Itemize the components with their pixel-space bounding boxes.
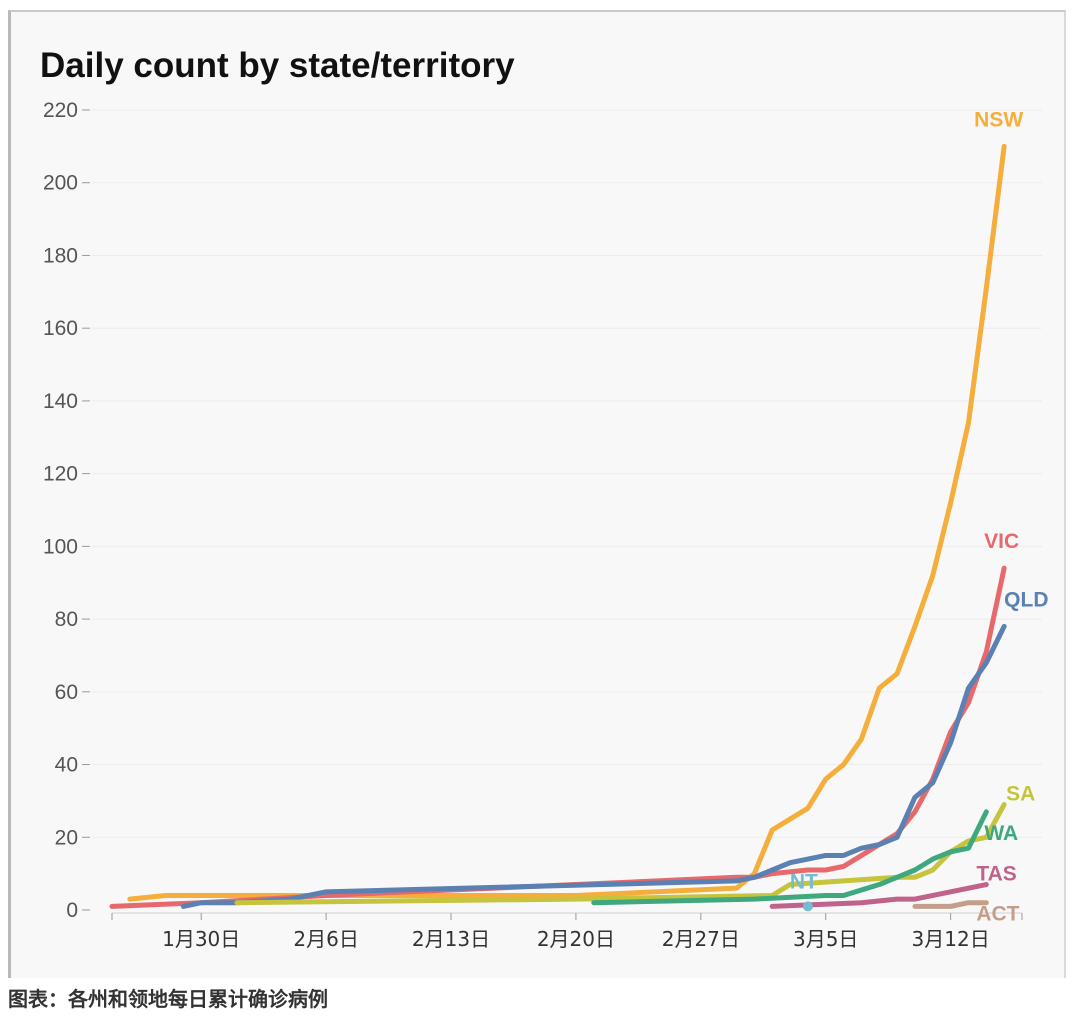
- ytick-label-140: 140: [43, 390, 78, 413]
- chart-title: Daily count by state/territory: [40, 46, 515, 85]
- series-label-tas: TAS: [976, 863, 1016, 886]
- ytick-label-0: 0: [66, 899, 78, 922]
- xtick-label-2020-03-05: 3月5日: [793, 927, 858, 951]
- figure-caption: 图表：各州和领地每日累计确诊病例: [8, 987, 328, 1011]
- ytick-label-20: 20: [55, 826, 78, 849]
- ytick-label-100: 100: [43, 535, 78, 558]
- ytick-label-120: 120: [43, 463, 78, 486]
- series-label-act: ACT: [976, 903, 1019, 926]
- ytick-label-180: 180: [43, 244, 78, 267]
- series-line-tas: [769, 882, 989, 909]
- chart-panel: [8, 10, 1066, 978]
- series-label-qld: QLD: [1004, 588, 1048, 611]
- xtick-label-2020-01-30: 1月30日: [162, 927, 240, 951]
- series-label-vic: VIC: [984, 530, 1019, 553]
- series-point-nt: [802, 901, 813, 912]
- ytick-label-200: 200: [43, 172, 78, 195]
- series-label-nt: NT: [790, 870, 818, 893]
- xtick-label-2020-02-27: 2月27日: [662, 927, 740, 951]
- series-line-qld: [180, 623, 1007, 909]
- ytick-label-40: 40: [55, 754, 78, 777]
- series-line-wa: [591, 809, 989, 906]
- xtick-label-2020-02-20: 2月20日: [537, 927, 615, 951]
- xtick-label-2020-02-06: 2月6日: [293, 927, 358, 951]
- ytick-label-160: 160: [43, 317, 78, 340]
- ytick-label-220: 220: [43, 99, 78, 122]
- series-line-sa: [234, 802, 1007, 906]
- series-line-nsw: [127, 143, 1007, 902]
- xtick-label-2020-03-12: 3月12日: [912, 927, 990, 951]
- series-line-act: [912, 900, 989, 909]
- series-label-nsw: NSW: [974, 108, 1023, 131]
- series-label-wa: WA: [984, 822, 1018, 845]
- series-label-sa: SA: [1006, 783, 1035, 806]
- ytick-label-60: 60: [55, 681, 78, 704]
- xtick-label-2020-02-13: 2月13日: [412, 927, 490, 951]
- ytick-label-80: 80: [55, 608, 78, 631]
